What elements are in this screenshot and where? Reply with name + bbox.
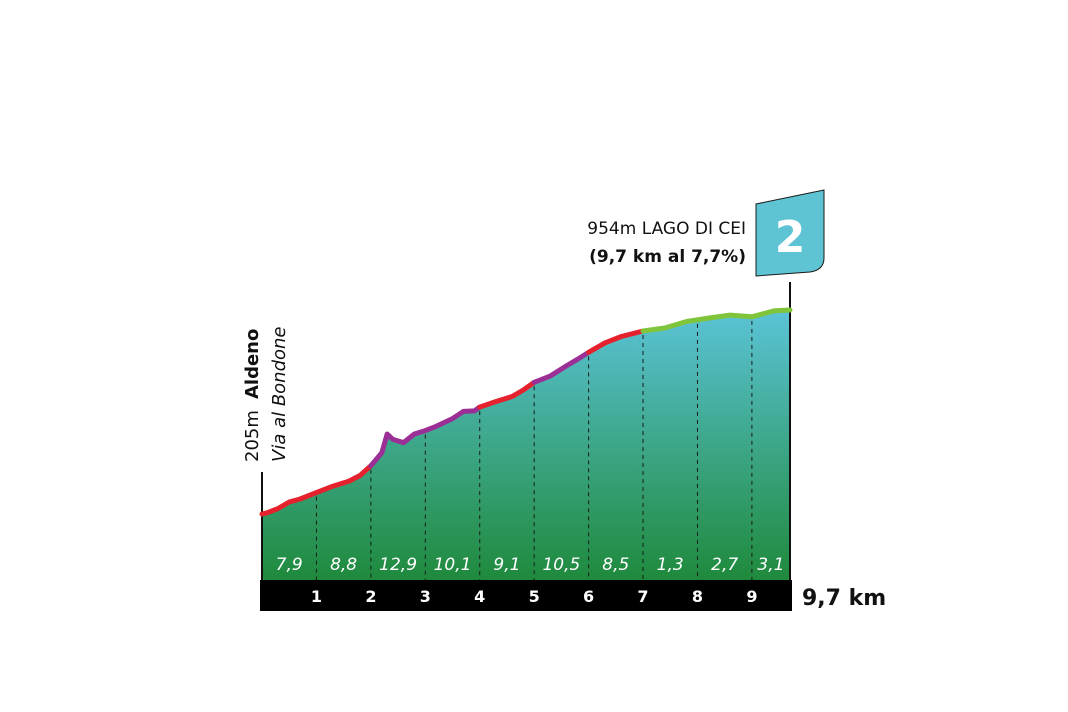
category-badge: 2 (755, 189, 825, 277)
start-name: Aldeno (242, 329, 263, 399)
profile-line-segment-6 (640, 307, 793, 334)
km-axis-band (260, 580, 792, 611)
gradient-label: 9,1 (493, 555, 520, 575)
km-tick-label: 1 (311, 587, 322, 606)
km-tick-label: 8 (692, 587, 703, 606)
gradient-label: 1,3 (657, 555, 684, 575)
gradient-label: 2,7 (711, 555, 738, 575)
km-tick-label: 2 (365, 587, 376, 606)
gradient-labels: 7,9 8,8 12,9 10,1 9,1 10,5 8,5 1,3 2,7 3,1 (276, 555, 785, 575)
category-number: 2 (775, 212, 806, 263)
gradient-label: 10,1 (434, 555, 472, 575)
km-tick-label: 6 (583, 587, 594, 606)
gradient-label: 7,9 (276, 555, 303, 575)
gradient-label: 3,1 (757, 555, 784, 575)
summit-name: 954m LAGO DI CEI (587, 219, 746, 239)
gradient-label: 10,5 (542, 555, 580, 575)
category-flag-icon (755, 189, 825, 277)
start-altitude: 205m (242, 410, 263, 462)
start-label-line: 205m Aldeno (242, 329, 263, 462)
start-annotation: 205m Aldeno Via al Bondone (242, 326, 290, 462)
profile-line-segment-5 (586, 328, 646, 355)
profile-line-segment-2 (368, 404, 483, 469)
gradient-label: 8,5 (602, 555, 629, 575)
profile-area (261, 282, 791, 580)
km-tick-label: 9 (746, 587, 757, 606)
profile-line-segment-3 (477, 379, 537, 410)
km-tick-label: 5 (529, 587, 540, 606)
summit-distance-gradient: (9,7 km al 7,7%) (589, 247, 746, 267)
start-sub-name: Via al Bondone (269, 326, 290, 462)
km-tick-label: 4 (474, 587, 485, 606)
km-dividers (315, 320, 753, 580)
km-tick-label: 7 (637, 587, 648, 606)
total-distance-label: 9,7 km (802, 586, 886, 611)
profile-area-fill (262, 310, 790, 580)
profile-line (259, 307, 793, 517)
km-tick-label: 3 (420, 587, 431, 606)
gradient-label: 8,8 (330, 555, 357, 575)
km-tick-labels: 1 2 3 4 5 6 7 8 9 (311, 587, 758, 606)
profile-line-segment-1 (259, 463, 374, 517)
profile-line-segment-4 (531, 349, 592, 385)
gradient-label: 12,9 (379, 555, 417, 575)
